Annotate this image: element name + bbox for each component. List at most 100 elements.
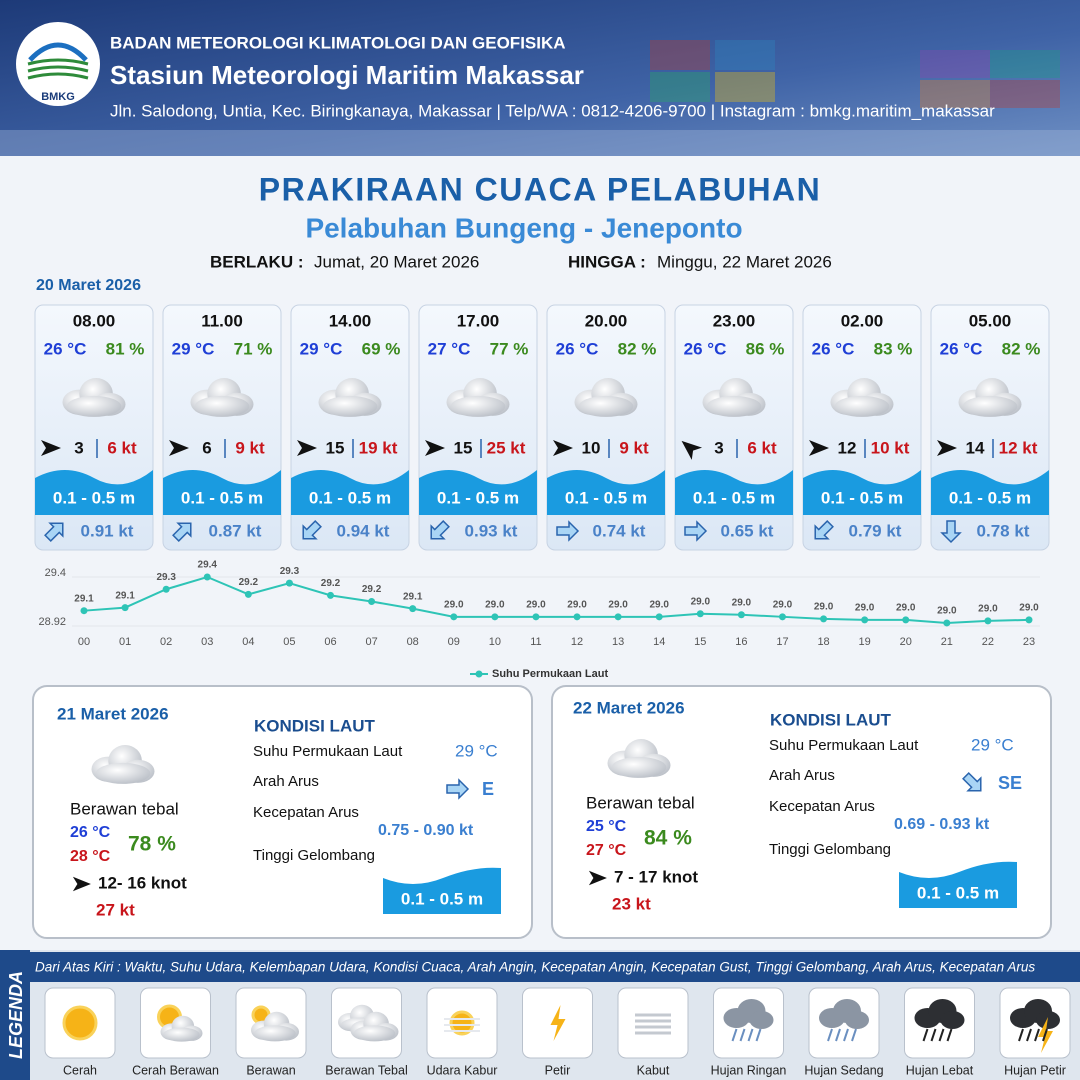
wind-arrow <box>72 876 91 892</box>
wind-speed: 12 <box>838 438 857 457</box>
current-arrow <box>962 772 982 792</box>
time: 20.00 <box>585 311 628 330</box>
data-label: 29.0 <box>485 599 505 610</box>
gust-speed: 23 kt <box>612 894 651 913</box>
point <box>327 591 335 599</box>
rain <box>1026 1028 1032 1042</box>
sst: 29 °C <box>971 735 1014 754</box>
humidity: 77 % <box>490 339 529 358</box>
sea-label: Arah Arus <box>253 773 319 790</box>
container-art <box>715 40 775 70</box>
air-temp: 26 °C <box>812 339 855 358</box>
rain <box>843 1028 849 1042</box>
rain <box>930 1028 937 1042</box>
condition: Berawan tebal <box>586 793 695 812</box>
data-label: 29.1 <box>74 593 94 604</box>
rain <box>731 1028 738 1042</box>
point <box>943 619 951 627</box>
wave-height: 0.1 - 0.5 m <box>53 488 135 507</box>
wave <box>163 470 281 515</box>
logo-text: BMKG <box>41 91 75 103</box>
x-tick-label: 06 <box>324 636 336 648</box>
data-label: 29.0 <box>608 599 628 610</box>
rain <box>827 1028 833 1042</box>
current-arrow <box>302 520 322 540</box>
weather-icon <box>190 378 254 417</box>
rain <box>739 1028 746 1042</box>
data-label: 29.2 <box>239 577 259 588</box>
point <box>861 616 869 624</box>
data-label: 29.1 <box>403 591 423 602</box>
current-direction: E <box>482 779 494 799</box>
data-label: 29.0 <box>937 606 957 617</box>
current-arrow <box>814 520 834 540</box>
container-art <box>990 50 1060 78</box>
legend-strip <box>0 950 30 1080</box>
cloud-part <box>834 395 890 417</box>
temp-max: 27 °C <box>586 842 627 859</box>
cloud-part <box>163 1027 200 1042</box>
wave <box>419 470 537 515</box>
data-label: 29.3 <box>280 566 300 577</box>
summary-card <box>551 685 1052 939</box>
time: 02.00 <box>841 311 884 330</box>
wave-height: 0.1 - 0.5 m <box>181 488 263 507</box>
x-tick-label: 23 <box>1023 636 1035 648</box>
wind-speed: 6 <box>202 438 211 457</box>
x-tick-label: 02 <box>160 636 172 648</box>
cloud-part <box>940 1011 965 1029</box>
point <box>737 611 745 619</box>
data-label: 29.0 <box>1019 603 1039 614</box>
wind-arrow <box>937 440 957 456</box>
wave <box>675 470 793 515</box>
agency: BADAN METEOROLOGI KLIMATOLOGI DAN GEOFIS… <box>110 33 566 52</box>
air-temp: 26 °C <box>556 339 599 358</box>
weather-icon <box>830 378 894 417</box>
point <box>655 613 663 621</box>
cloud-part <box>66 395 122 417</box>
air-temp: 27 °C <box>428 339 471 358</box>
current-speed: 0.79 kt <box>849 521 902 540</box>
current-speed: 0.75 - 0.90 kt <box>378 822 474 839</box>
x-tick-label: 11 <box>530 636 541 648</box>
date: 20 Maret 2026 <box>36 277 141 294</box>
legend-item: Berawan Tebal <box>325 1063 407 1077</box>
valid-label: BERLAKU : <box>210 252 304 271</box>
legend-item: Hujan Ringan <box>711 1063 787 1077</box>
point <box>491 613 499 621</box>
wind-arrow <box>425 440 445 456</box>
legend-item: Hujan Petir <box>1004 1063 1066 1077</box>
legend-icon-box <box>617 987 689 1059</box>
wave-height: 0.1 - 0.5 m <box>693 488 775 507</box>
weather-icon <box>62 378 126 417</box>
wave <box>899 861 1017 908</box>
time: 05.00 <box>969 311 1012 330</box>
current-arrow <box>446 778 470 800</box>
humidity: 86 % <box>746 339 785 358</box>
humidity: 83 % <box>874 339 913 358</box>
wave-height: 0.1 - 0.5 m <box>401 889 483 908</box>
logo <box>16 22 100 106</box>
wind-speed: 3 <box>74 438 83 457</box>
wind-arrow <box>553 440 573 456</box>
x-tick-label: 17 <box>776 636 788 648</box>
wave <box>291 470 409 515</box>
legend-description: Dari Atas Kiri : Waktu, Suhu Udara, Kele… <box>35 960 1035 975</box>
data-label: 29.0 <box>691 596 711 607</box>
current-speed: 0.74 kt <box>593 521 646 540</box>
point <box>409 605 417 613</box>
point <box>614 613 622 621</box>
x-tick-label: 01 <box>119 636 131 648</box>
wind-speed: 3 <box>714 438 723 457</box>
cloud-part <box>450 395 506 417</box>
rain <box>938 1028 945 1042</box>
rain <box>946 1028 953 1042</box>
sea-label: Kecepatan Arus <box>253 804 359 821</box>
container-art <box>920 50 990 78</box>
time: 23.00 <box>713 311 756 330</box>
weather-icon <box>958 378 1022 417</box>
data-label: 29.0 <box>773 599 793 610</box>
legend-item: Hujan Sedang <box>804 1063 883 1077</box>
wave <box>35 470 153 515</box>
point <box>203 573 211 581</box>
